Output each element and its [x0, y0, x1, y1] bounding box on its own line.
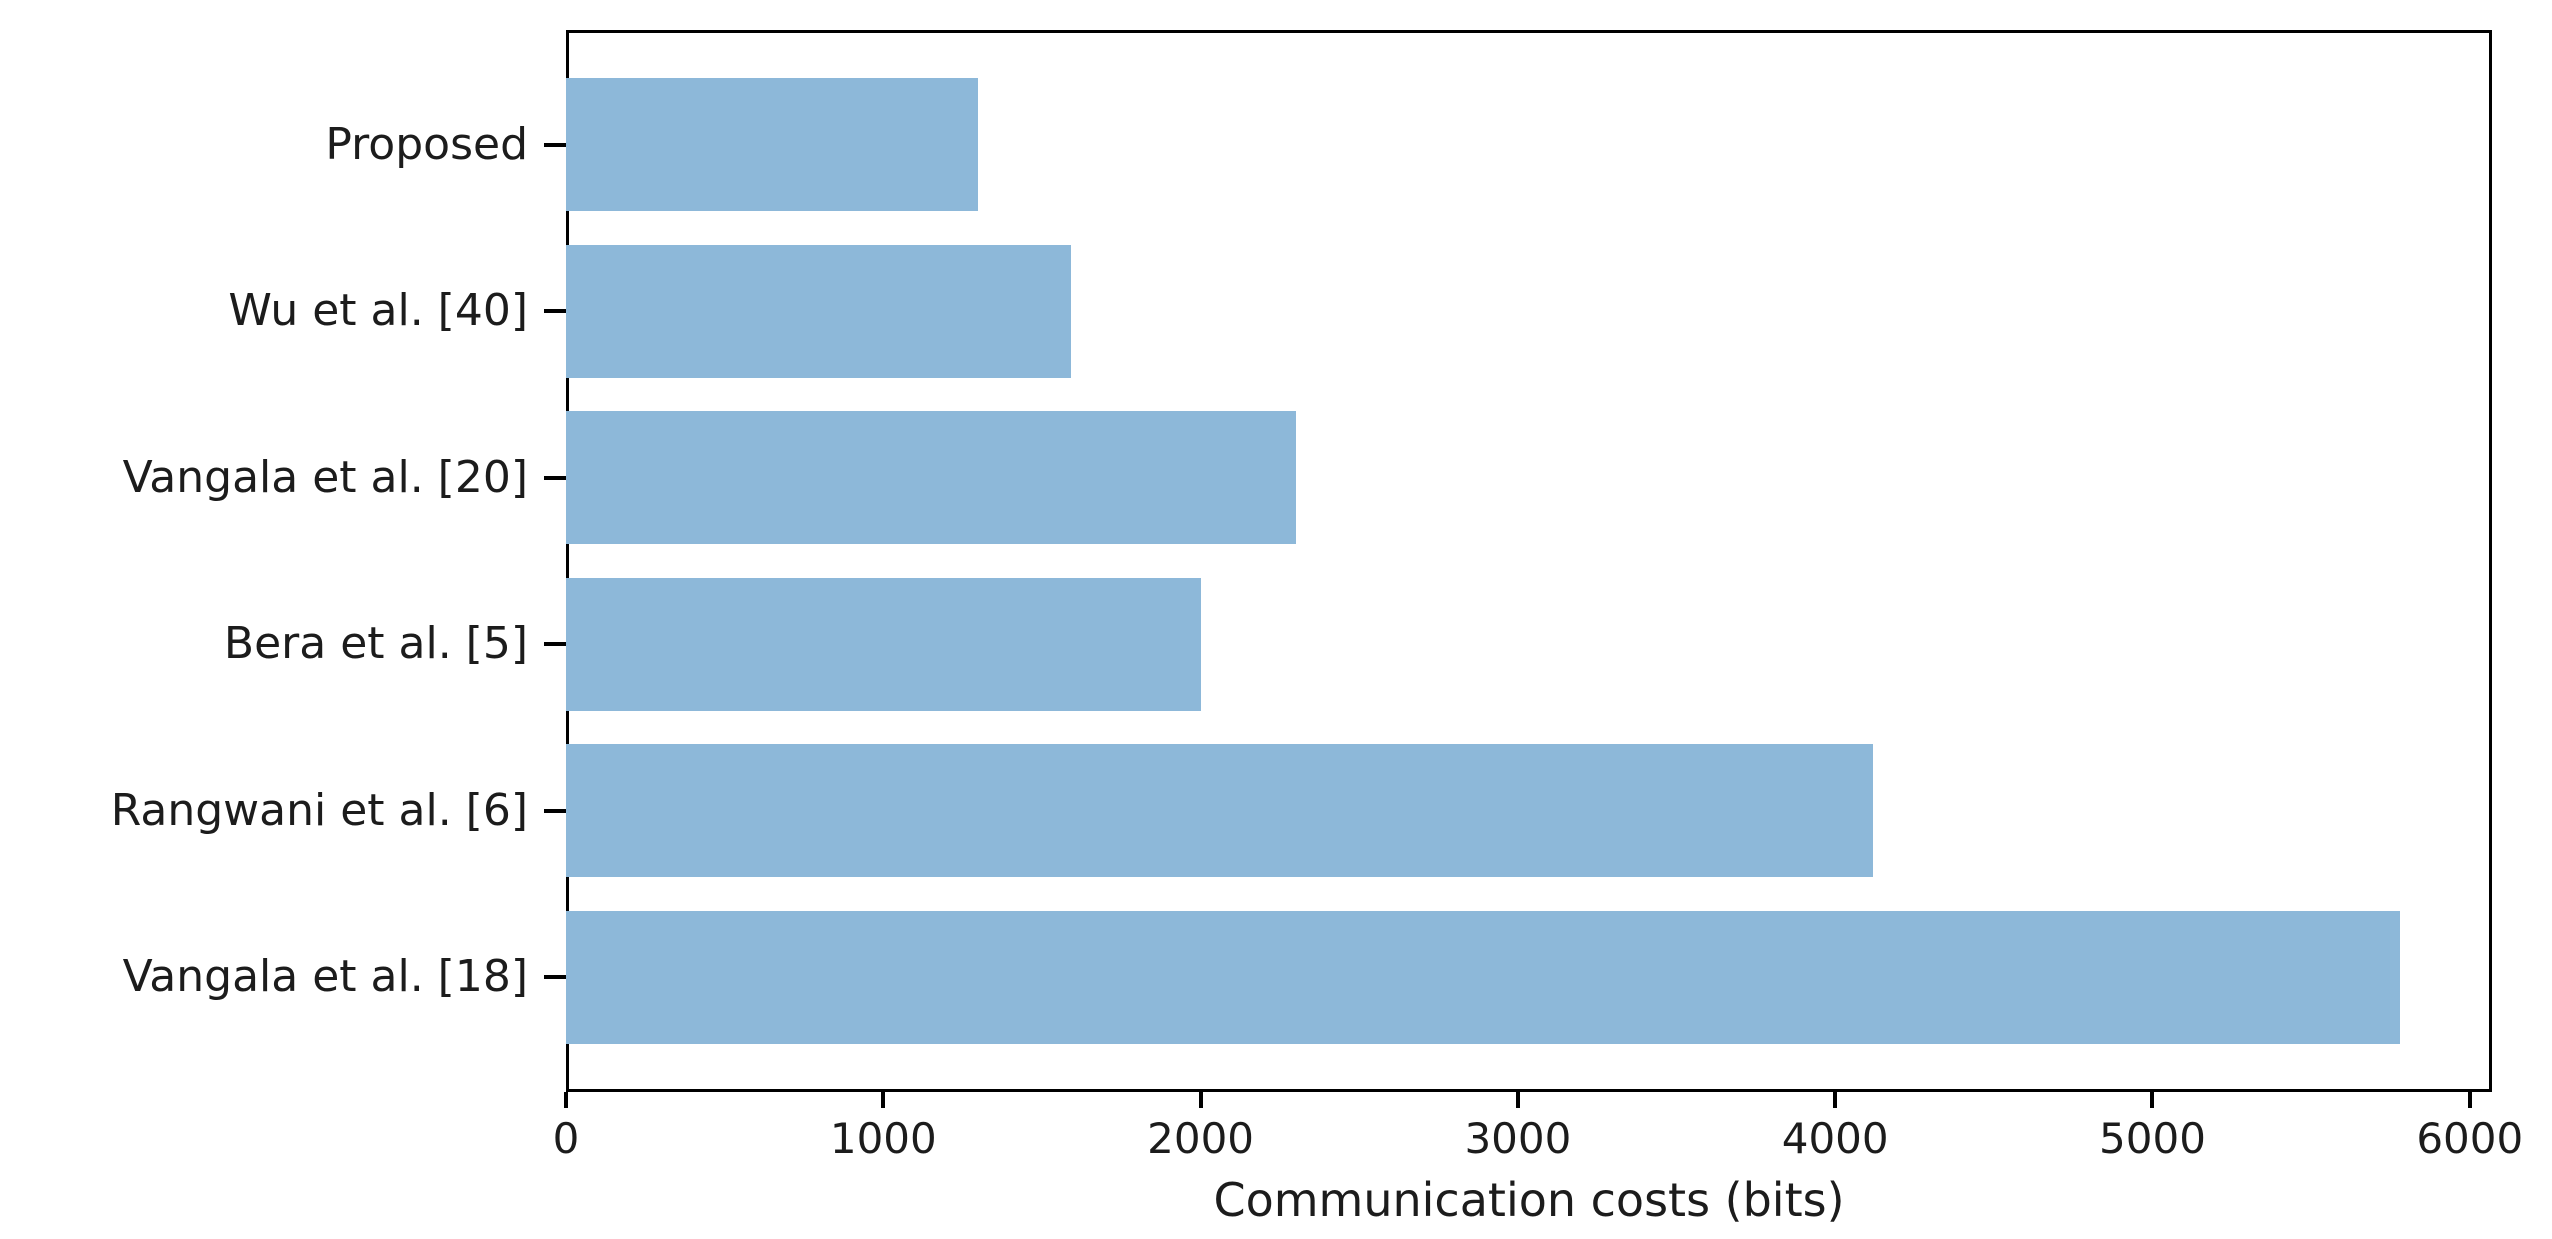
x-tick-mark: [2467, 1092, 2472, 1108]
x-tick-label: 6000: [2416, 1114, 2524, 1163]
y-tick-mark: [544, 309, 566, 314]
y-tick-label: Vangala et al. [20]: [122, 451, 528, 503]
x-tick-mark: [2150, 1092, 2155, 1108]
y-tick-label: Vangala et al. [18]: [122, 951, 528, 1003]
x-tick-mark: [564, 1092, 568, 1108]
y-tick-label: Bera et al. [5]: [223, 618, 528, 670]
x-tick-mark: [1515, 1092, 1520, 1108]
x-tick-mark: [1198, 1092, 1203, 1108]
bar-rangwani-et-al-6: [566, 744, 1874, 878]
x-tick-label: 5000: [2099, 1114, 2206, 1163]
x-tick-mark: [1833, 1092, 1838, 1108]
x-tick-label: 3000: [1464, 1114, 1572, 1163]
x-tick-label: 4000: [1781, 1114, 1889, 1163]
y-tick-label: Wu et al. [40]: [228, 285, 528, 337]
y-tick-mark: [544, 975, 566, 980]
x-tick-mark: [881, 1092, 886, 1108]
y-tick-label: Rangwani et al. [6]: [110, 784, 528, 836]
y-tick-mark: [544, 642, 566, 647]
x-tick-label: 1000: [829, 1114, 937, 1163]
x-axis-title: Communication costs (bits): [1213, 1173, 1845, 1227]
y-tick-mark: [544, 142, 566, 147]
bar-vangala-et-al-18: [566, 910, 2400, 1044]
x-tick-label: 2000: [1147, 1114, 1255, 1163]
bar-proposed: [566, 78, 979, 212]
x-tick-label: 0: [552, 1114, 580, 1163]
bar-wu-et-al-40: [566, 244, 1071, 378]
y-tick-mark: [544, 475, 566, 480]
y-tick-mark: [544, 808, 566, 813]
y-tick-label: Proposed: [325, 118, 528, 170]
bar-bera-et-al-5: [566, 577, 1201, 711]
bar-vangala-et-al-20: [566, 411, 1296, 545]
